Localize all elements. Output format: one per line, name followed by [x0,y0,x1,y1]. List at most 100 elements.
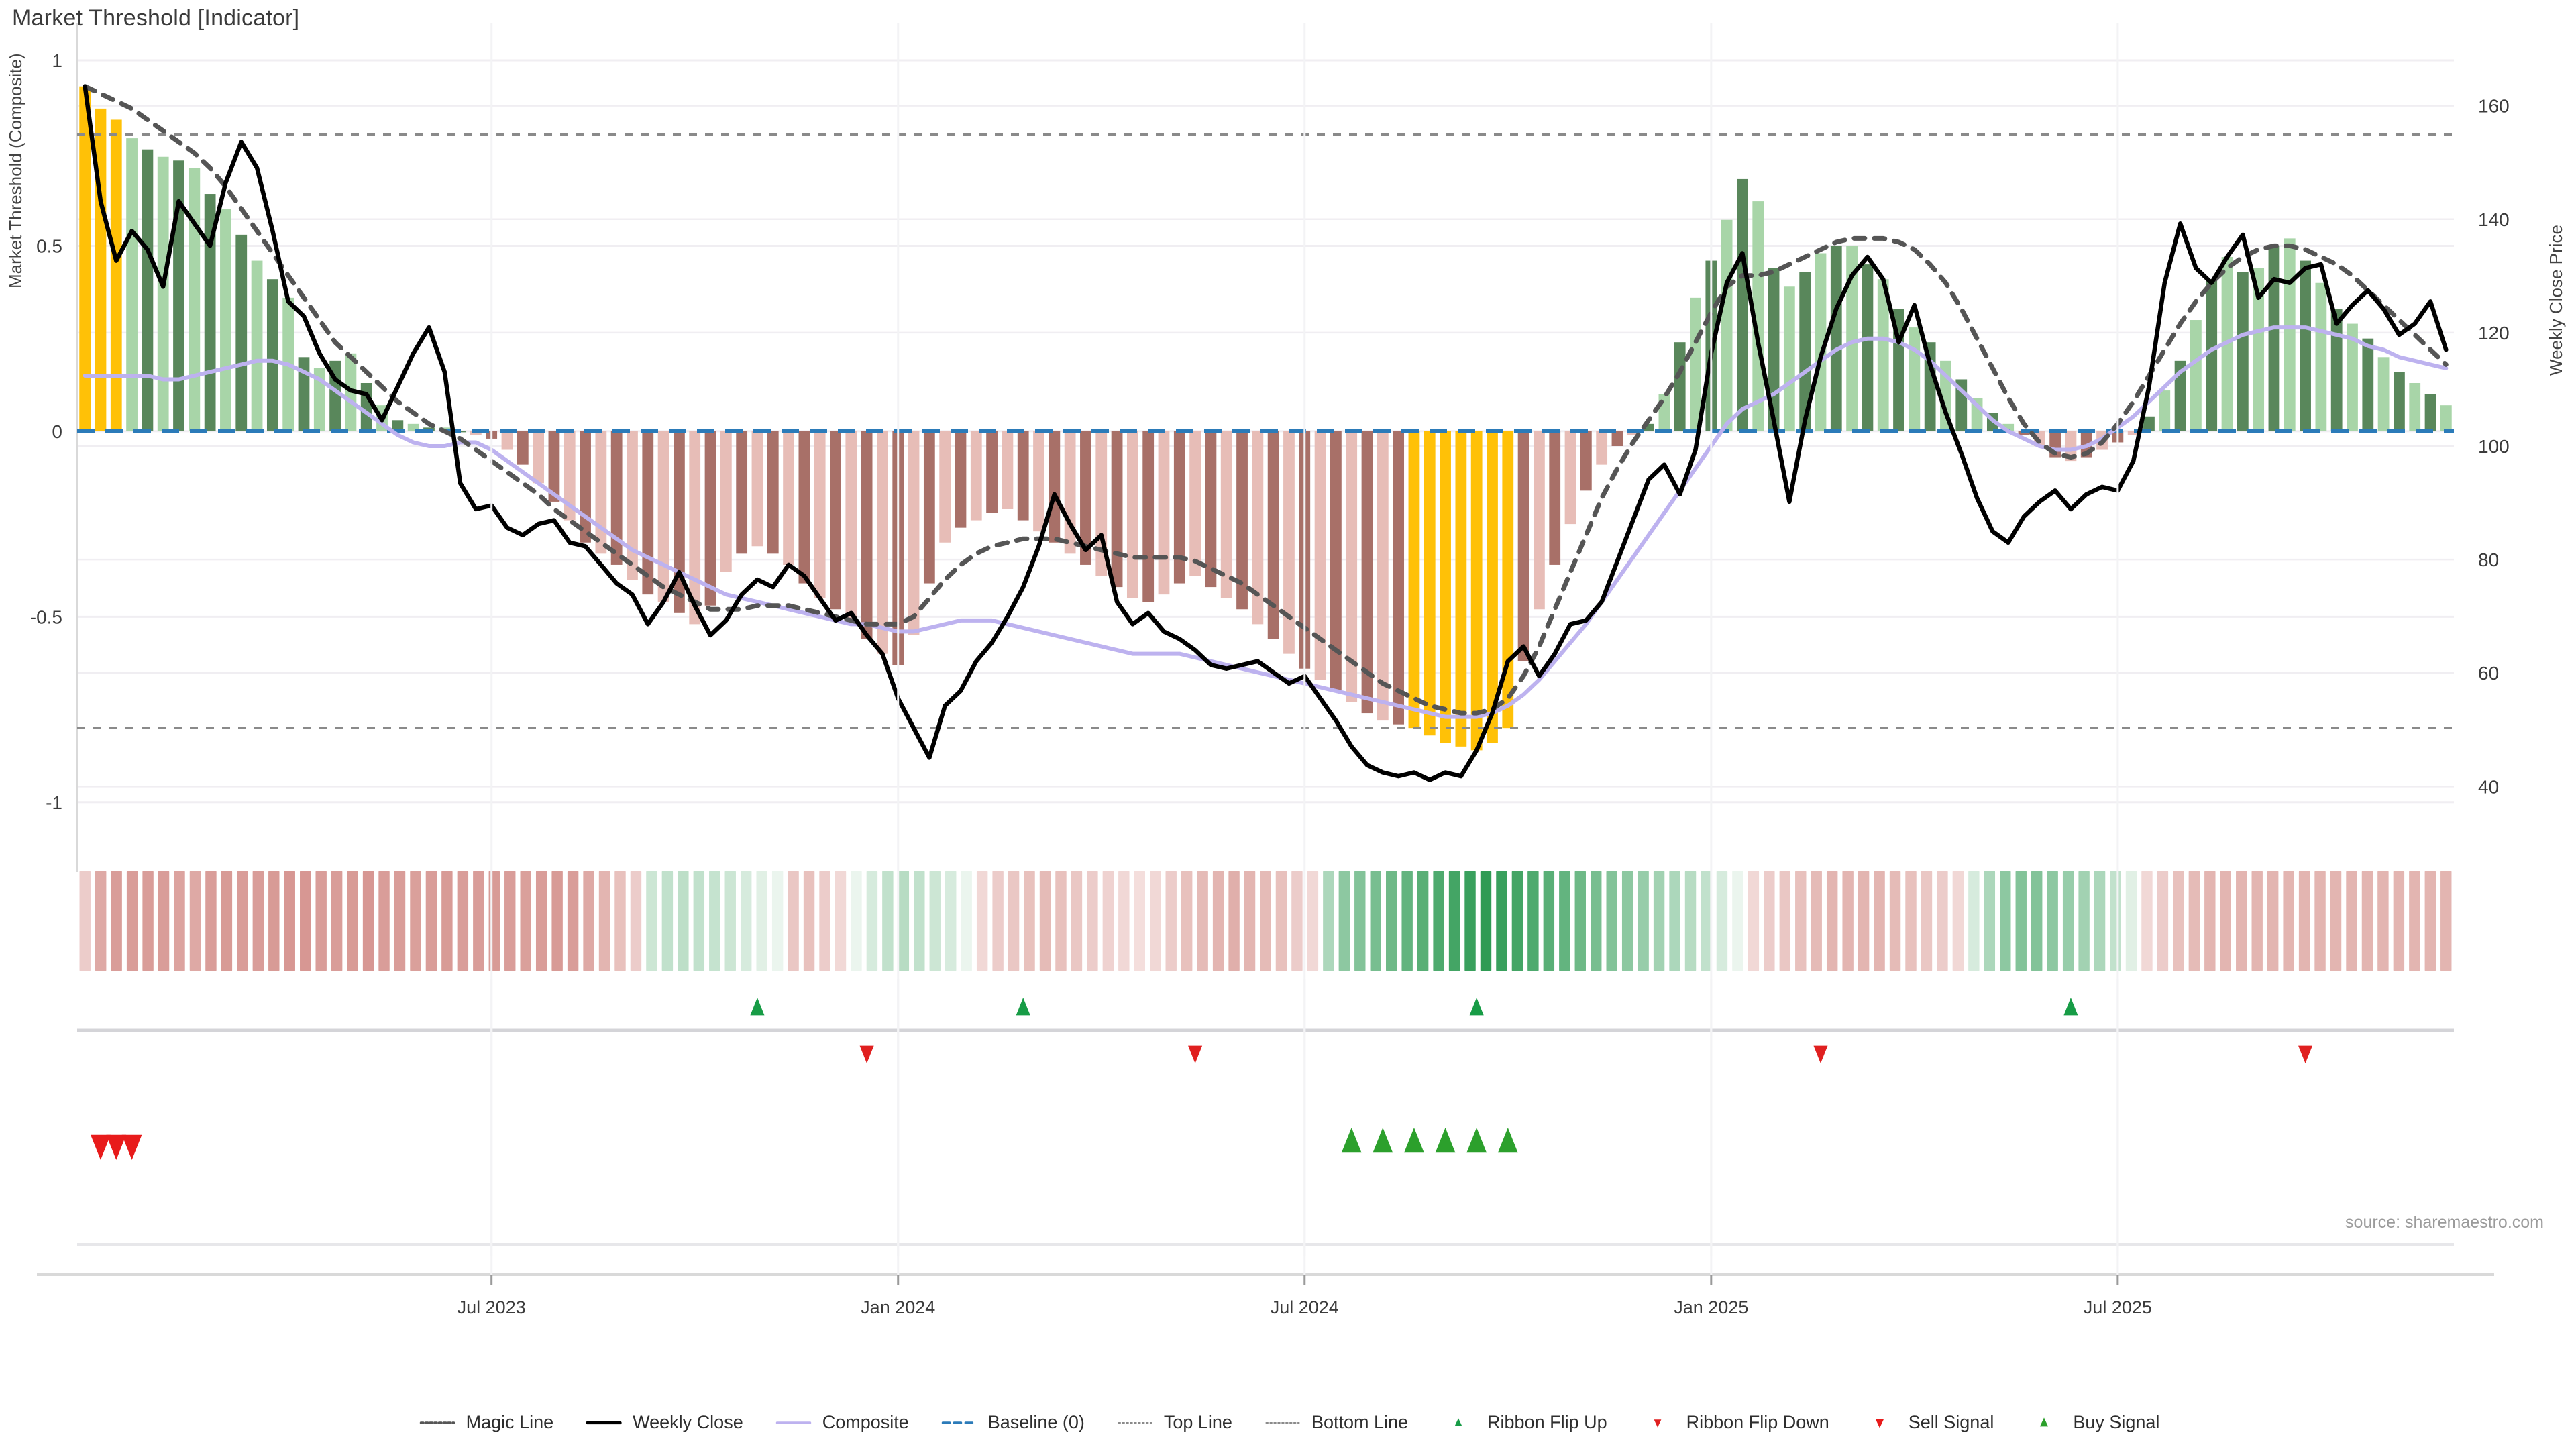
histogram-bar [642,431,654,595]
histogram-bar [1799,272,1811,431]
histogram-bar [1909,327,1921,431]
ribbon-cell [410,871,421,971]
legend-item[interactable]: Baseline (0) [938,1412,1085,1433]
histogram-bar [1534,431,1545,610]
right-axis-tick: 100 [2478,436,2510,457]
histogram-bar [595,431,607,554]
sell-signal-marker [121,1134,142,1160]
histogram-bar [2409,383,2421,431]
ribbon-cell [1779,871,1791,971]
ribbon-cell [1165,871,1177,971]
histogram-bar [2300,260,2311,431]
histogram-bar [392,420,404,431]
ribbon-cell [1921,871,1933,971]
ribbon-cell [1968,871,1980,971]
histogram-bar [610,431,623,565]
buy-signal-marker [1341,1128,1362,1153]
ribbon-cell [2188,871,2200,971]
histogram-bar [1393,431,1405,724]
sell-signal-marker [106,1134,127,1160]
ribbon-cell [646,871,657,971]
chart-legend: Magic Line Weekly Close Composite Baseline … [0,1412,2576,1433]
histogram-bar [1017,431,1029,521]
histogram-bar [1783,286,1795,431]
legend-item[interactable]: Bottom Line [1262,1412,1408,1433]
legend-item[interactable]: Weekly Close [583,1412,743,1433]
histogram-bar [1330,431,1342,691]
ribbon-cell [2157,871,2169,971]
ribbon-cell [1842,871,1854,971]
x-axis-tick-label: Jul 2023 [458,1297,526,1318]
left-axis-tick: -0.5 [30,606,62,627]
ribbon-cell [1621,871,1633,971]
legend-item[interactable]: Ribbon Flip Down [1637,1412,1829,1433]
ribbon-cell [237,871,248,971]
buy-signal-marker [1435,1128,1456,1153]
ribbon-cell [771,871,784,971]
ribbon-cell [882,871,894,971]
buy-signal-marker [1497,1128,1518,1153]
ribbon-cell [2283,871,2294,971]
ribbon-cell [1354,871,1366,971]
histogram-bar [564,431,576,521]
ribbon-cell [1401,871,1413,971]
axis-tick-labels: 1 0.5 0 -0.5 -1 160 140 120 100 80 60 40 [30,50,2510,813]
ribbon-cell [2000,871,2011,971]
histogram-bar [1080,431,1091,565]
ribbon-cell [126,871,138,971]
ribbon-cell [866,871,878,971]
histogram-bar [2174,360,2186,431]
histogram-bar [1314,431,1326,680]
ribbon-cell [347,871,358,971]
ribbon-cell [835,871,847,971]
ribbon-cell [300,871,311,971]
legend-item[interactable]: Ribbon Flip Up [1438,1412,1607,1433]
right-axis-tick: 80 [2478,549,2499,570]
ribbon-cell [803,871,815,971]
legend-label: Magic Line [466,1412,554,1432]
legend-item[interactable]: Composite [773,1412,909,1433]
ribbon-cell [2298,871,2310,971]
histogram-bar [517,431,529,465]
histogram-bar [1596,431,1608,465]
histogram-bar [126,138,138,431]
histogram-bar [1877,279,1889,431]
ribbon-cell [1134,871,1146,971]
ribbon-cell [2078,871,2090,971]
histogram-bar [1815,253,1827,431]
ribbon-cell [1496,871,1507,971]
legend-item[interactable]: Magic Line [417,1412,554,1433]
ribbon-cell [2220,871,2231,971]
ribbon-cell [394,871,406,971]
right-axis-tick: 60 [2478,663,2499,684]
ribbon-cell [158,871,170,971]
ribbon-cell [2062,871,2074,971]
ribbon-cell [583,871,594,971]
histogram-bar [79,86,91,431]
histogram-bar [2284,238,2296,431]
legend-item[interactable]: Sell Signal [1859,1412,1994,1433]
ribbon-cell [1385,871,1397,971]
legend-key-fine-dotted-icon [1265,1421,1300,1424]
histogram-bar [1346,431,1358,702]
ribbon-cell [1811,871,1822,971]
ribbon-cell [740,871,752,971]
buy-signal-marker [1373,1128,1393,1153]
ribbon-cell [1795,871,1807,971]
ribbon-cell [1417,871,1429,971]
legend-item[interactable]: Top Line [1114,1412,1232,1433]
ribbon-cell [1858,871,1870,971]
ribbon-cell [1684,871,1697,971]
histogram-bar [2190,320,2202,431]
ribbon-flip-down-marker [2298,1045,2313,1063]
histogram-bar [1643,423,1654,431]
ribbon-cell [1826,871,1838,971]
ribbon-cell [520,871,531,971]
ribbon-cell [2346,871,2357,971]
ribbon-cell [1653,871,1665,971]
ribbon-cell [2173,871,2184,971]
histogram-bar [1424,431,1436,736]
legend-item[interactable]: Buy Signal [2023,1412,2159,1433]
histogram-bar [2253,268,2265,431]
histogram-bar [189,168,201,431]
